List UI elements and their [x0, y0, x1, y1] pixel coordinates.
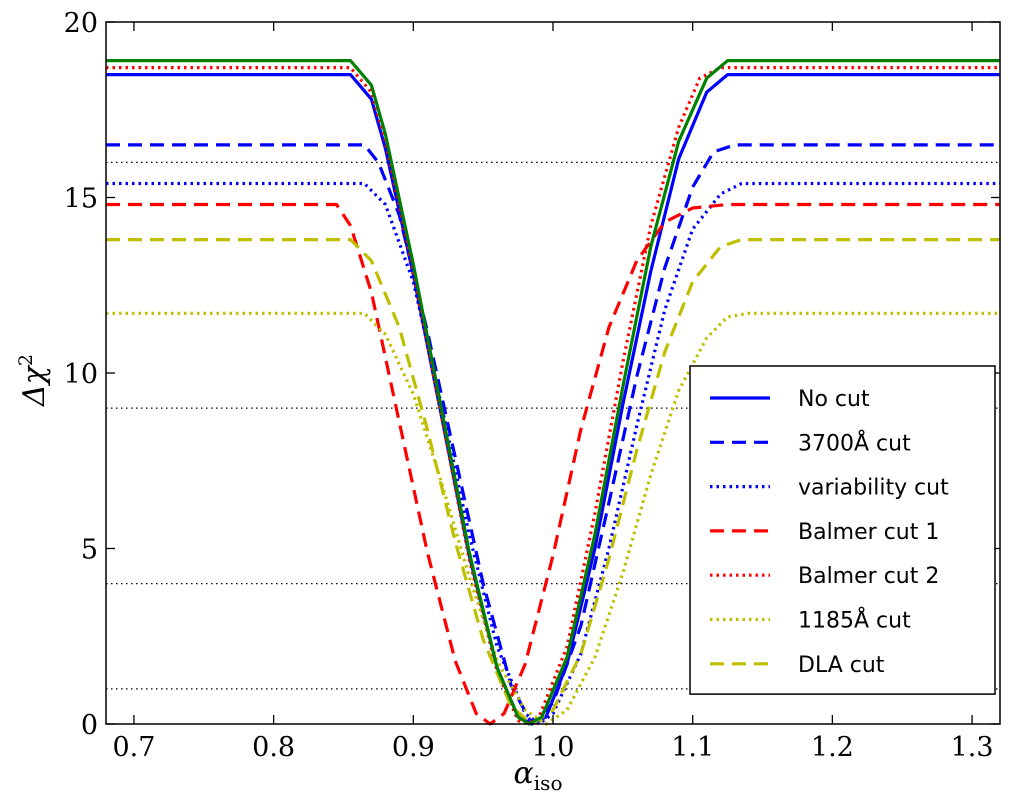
series-line-3 — [106, 202, 1000, 726]
legend-label: Balmer cut 2 — [798, 564, 939, 589]
y-tick-label: 0 — [81, 710, 98, 741]
x-tick-label: 1.0 — [532, 732, 575, 763]
x-tick-label: 1.2 — [811, 732, 854, 763]
legend-label: 3700Å cut — [798, 429, 911, 456]
x-axis-label-sub: iso — [534, 771, 563, 791]
x-ticks: 0.7 0.8 0.9 1.0 1.1 1.2 1.3 — [112, 22, 994, 763]
x-axis-label: αiso — [514, 756, 563, 791]
y-tick-label: 20 — [64, 8, 98, 39]
y-ticks: 0 5 10 15 20 — [64, 8, 1000, 741]
legend-label: DLA cut — [798, 653, 885, 678]
x-tick-label: 1.1 — [671, 732, 714, 763]
legend-label: 1185Å cut — [798, 607, 911, 634]
x-tick-label: 1.3 — [951, 732, 994, 763]
y-axis-label-sup: 2 — [15, 354, 37, 366]
y-tick-label: 10 — [64, 359, 98, 390]
legend-label: variability cut — [798, 476, 949, 501]
series-line-4 — [106, 66, 1000, 726]
y-tick-label: 5 — [81, 535, 98, 566]
y-tick-label: 15 — [64, 184, 98, 215]
legend-label: No cut — [798, 387, 870, 412]
legend-label: Balmer cut 1 — [798, 520, 939, 545]
series-line-5 — [106, 311, 1000, 726]
x-tick-label: 0.8 — [252, 732, 295, 763]
x-tick-label: 0.9 — [392, 732, 435, 763]
x-tick-label: 0.7 — [112, 732, 155, 763]
series-line-1 — [106, 143, 1000, 726]
legend: No cut 3700Å cut variability cut Balmer cut… — [689, 365, 996, 695]
y-axis-label: Δχ2 — [15, 354, 52, 407]
